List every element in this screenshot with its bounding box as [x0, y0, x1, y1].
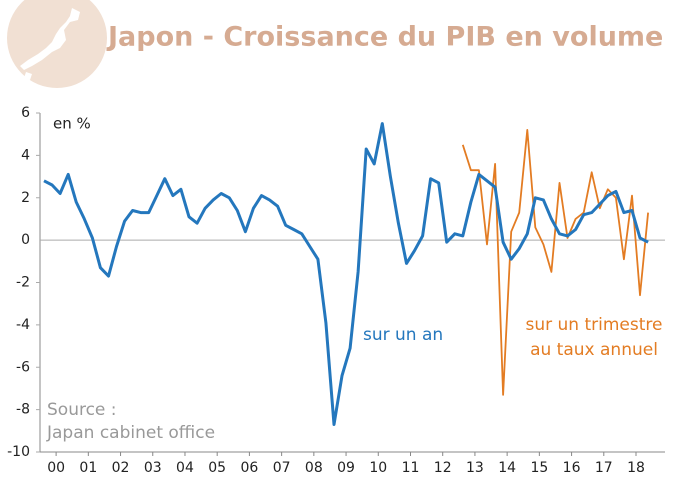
x-tick-label: 10 [369, 460, 387, 476]
y-tick-label: -10 [7, 444, 30, 460]
x-tick-label: 07 [273, 460, 291, 476]
series-line [43, 122, 649, 426]
x-tick-label: 15 [530, 460, 548, 476]
japan-icon [7, 0, 107, 88]
x-tick-label: 04 [176, 460, 194, 476]
x-tick-label: 02 [112, 460, 130, 476]
x-tick-label: 11 [402, 460, 420, 476]
x-tick-label: 00 [47, 460, 65, 476]
x-tick-label: 05 [208, 460, 226, 476]
x-tick-label: 18 [627, 460, 645, 476]
y-tick-label: 2 [21, 190, 30, 206]
y-tick-label: -2 [16, 275, 30, 291]
y-tick-label: -8 [16, 402, 30, 418]
x-tick-label: 16 [563, 460, 581, 476]
x-tick-label: 13 [466, 460, 484, 476]
x-tick-label: 09 [337, 460, 355, 476]
source: Japan cabinet office [46, 423, 215, 443]
x-tick-label: 03 [144, 460, 162, 476]
y-tick-label: 6 [21, 105, 30, 121]
y-axis-label: en % [53, 115, 91, 133]
x-tick-label: 17 [595, 460, 613, 476]
x-tick-label: 01 [79, 460, 97, 476]
x-tick-label: 08 [305, 460, 323, 476]
y-tick-label: -6 [16, 359, 30, 375]
annotation: sur un trimestre [526, 315, 663, 335]
x-tick-label: 14 [498, 460, 516, 476]
annotation: sur un an [363, 325, 443, 345]
y-tick-label: 4 [21, 147, 30, 163]
chart-title: Japon - Croissance du PIB en volume [106, 22, 663, 53]
x-tick-label: 06 [240, 460, 258, 476]
x-tick-label: 12 [434, 460, 452, 476]
y-tick-label: -4 [16, 317, 30, 333]
y-tick-label: 0 [21, 232, 30, 248]
source: Source : [47, 400, 117, 420]
annotation: au taux annuel [530, 340, 658, 360]
